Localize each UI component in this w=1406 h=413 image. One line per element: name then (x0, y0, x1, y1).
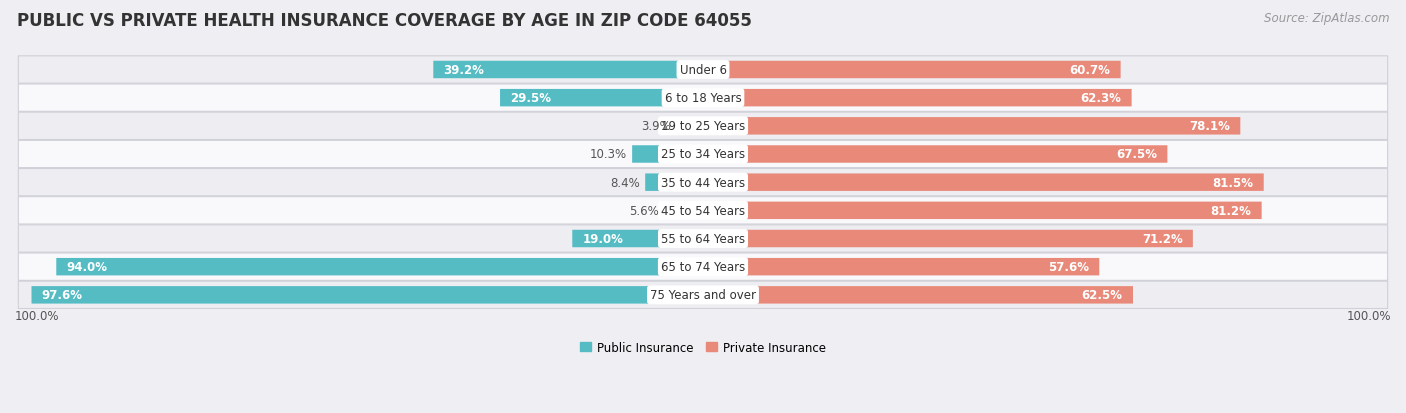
Text: 71.2%: 71.2% (1142, 233, 1182, 245)
FancyBboxPatch shape (703, 118, 1240, 135)
FancyBboxPatch shape (31, 287, 703, 304)
FancyBboxPatch shape (703, 90, 1132, 107)
Text: 62.5%: 62.5% (1081, 289, 1122, 301)
FancyBboxPatch shape (572, 230, 703, 248)
Text: 39.2%: 39.2% (444, 64, 485, 77)
Text: 45 to 54 Years: 45 to 54 Years (661, 204, 745, 217)
Text: 8.4%: 8.4% (610, 176, 640, 189)
FancyBboxPatch shape (703, 146, 1167, 163)
FancyBboxPatch shape (703, 287, 1133, 304)
Text: 100.0%: 100.0% (1347, 309, 1391, 322)
FancyBboxPatch shape (703, 230, 1192, 248)
Text: 78.1%: 78.1% (1189, 120, 1230, 133)
Text: Under 6: Under 6 (679, 64, 727, 77)
Text: Source: ZipAtlas.com: Source: ZipAtlas.com (1264, 12, 1389, 25)
FancyBboxPatch shape (18, 85, 1388, 112)
FancyBboxPatch shape (18, 113, 1388, 140)
FancyBboxPatch shape (18, 254, 1388, 281)
Text: 19 to 25 Years: 19 to 25 Years (661, 120, 745, 133)
Text: 35 to 44 Years: 35 to 44 Years (661, 176, 745, 189)
Text: 75 Years and over: 75 Years and over (650, 289, 756, 301)
Text: 55 to 64 Years: 55 to 64 Years (661, 233, 745, 245)
FancyBboxPatch shape (703, 62, 1121, 79)
FancyBboxPatch shape (633, 146, 703, 163)
FancyBboxPatch shape (501, 90, 703, 107)
FancyBboxPatch shape (18, 141, 1388, 168)
FancyBboxPatch shape (703, 202, 1261, 220)
Text: 60.7%: 60.7% (1070, 64, 1111, 77)
Text: 97.6%: 97.6% (42, 289, 83, 301)
FancyBboxPatch shape (18, 197, 1388, 224)
Text: 62.3%: 62.3% (1080, 92, 1122, 105)
Text: 100.0%: 100.0% (15, 309, 59, 322)
Text: 94.0%: 94.0% (66, 261, 108, 273)
Text: 5.6%: 5.6% (630, 204, 659, 217)
Text: 3.9%: 3.9% (641, 120, 671, 133)
Text: 67.5%: 67.5% (1116, 148, 1157, 161)
FancyBboxPatch shape (18, 225, 1388, 253)
Text: 29.5%: 29.5% (510, 92, 551, 105)
Text: 19.0%: 19.0% (582, 233, 623, 245)
FancyBboxPatch shape (703, 258, 1099, 276)
FancyBboxPatch shape (18, 169, 1388, 196)
FancyBboxPatch shape (676, 118, 703, 135)
Text: 65 to 74 Years: 65 to 74 Years (661, 261, 745, 273)
Text: 57.6%: 57.6% (1047, 261, 1090, 273)
Text: 81.2%: 81.2% (1211, 204, 1251, 217)
Legend: Public Insurance, Private Insurance: Public Insurance, Private Insurance (575, 337, 831, 359)
FancyBboxPatch shape (645, 174, 703, 192)
FancyBboxPatch shape (18, 282, 1388, 309)
FancyBboxPatch shape (703, 174, 1264, 192)
Text: PUBLIC VS PRIVATE HEALTH INSURANCE COVERAGE BY AGE IN ZIP CODE 64055: PUBLIC VS PRIVATE HEALTH INSURANCE COVER… (17, 12, 752, 30)
FancyBboxPatch shape (433, 62, 703, 79)
Text: 25 to 34 Years: 25 to 34 Years (661, 148, 745, 161)
FancyBboxPatch shape (56, 258, 703, 276)
FancyBboxPatch shape (18, 57, 1388, 84)
Text: 81.5%: 81.5% (1212, 176, 1253, 189)
FancyBboxPatch shape (665, 202, 703, 220)
Text: 10.3%: 10.3% (589, 148, 627, 161)
Text: 6 to 18 Years: 6 to 18 Years (665, 92, 741, 105)
